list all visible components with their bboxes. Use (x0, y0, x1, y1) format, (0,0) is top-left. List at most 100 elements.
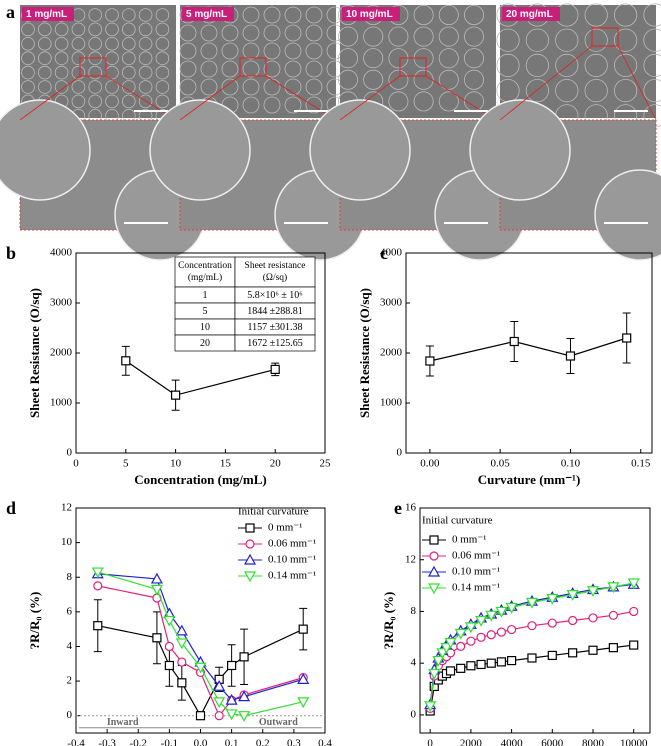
table-cell-text: 10 (200, 322, 210, 333)
sem-texture (388, 69, 409, 90)
sem-texture (337, 48, 358, 69)
annotation: Inward (107, 717, 139, 728)
zoom-box (239, 57, 267, 77)
marker (475, 615, 488, 627)
sem-texture (463, 4, 484, 26)
sem-texture (525, 53, 550, 78)
header-line: (mg/mL) (188, 272, 222, 283)
marker (466, 636, 476, 646)
marker (225, 709, 238, 721)
marker (629, 640, 639, 650)
marker (476, 659, 486, 670)
y-tick-label: 12 (405, 553, 416, 565)
marker (245, 523, 255, 533)
marker (213, 697, 226, 709)
sem-texture (71, 80, 86, 94)
marker (525, 597, 538, 609)
marker (586, 586, 600, 597)
marker (177, 657, 187, 667)
sem-texture (88, 22, 102, 37)
scale-bar (614, 110, 648, 112)
table-header: Sheet resistance (Ω/sq) (245, 261, 306, 283)
scale-bar (454, 110, 488, 112)
table-header: Concentration (mg/mL) (178, 261, 232, 283)
sem-texture (613, 3, 638, 27)
scale-bar (134, 110, 168, 112)
label-bg (182, 7, 234, 21)
sem-texture (263, 78, 281, 96)
zoom-line (339, 75, 401, 121)
sem-texture (54, 80, 69, 94)
sem-texture (438, 69, 459, 90)
sem-texture (438, 4, 459, 26)
marker (608, 643, 618, 653)
sem-texture (525, 28, 550, 52)
zoom-line (179, 75, 241, 121)
marker (476, 632, 486, 642)
marker (93, 581, 103, 591)
sem-texture (463, 26, 484, 47)
y-tick-label: 3000 (50, 297, 73, 309)
sem-texture (363, 26, 384, 47)
sem-texture (21, 22, 35, 37)
sem-texture (138, 65, 153, 80)
sem-texture (105, 80, 119, 94)
x-tick-label: -0.4 (67, 738, 85, 746)
plot-frame (405, 252, 653, 454)
sem-texture (305, 60, 323, 78)
sem-texture (613, 79, 638, 103)
sem-texture (584, 3, 608, 27)
legend-label: 0.06 mm⁻¹ (268, 538, 316, 550)
sem-texture (37, 22, 52, 37)
x-tick-label: 10 (170, 458, 182, 470)
y-axis-label: Sheet Resistance (O/sq) (357, 288, 372, 418)
marker (496, 657, 507, 667)
marker (547, 650, 557, 661)
scale-bar (294, 110, 328, 112)
sem-texture (263, 42, 281, 60)
scale-bar (284, 222, 328, 224)
legend-label: 0.14 mm⁻¹ (452, 582, 500, 594)
zoom-line (265, 75, 337, 121)
sem-texture (71, 36, 86, 51)
image-label: 10 mg/mL (346, 9, 393, 20)
sem-texture (122, 80, 136, 94)
sem-texture (496, 53, 520, 78)
sem-texture (155, 65, 170, 80)
sem-texture (594, 169, 661, 261)
y-tick-label: 4000 (50, 247, 73, 259)
sem-texture (200, 42, 218, 60)
marker (91, 567, 104, 579)
sem-texture (263, 96, 281, 114)
sem-texture (155, 36, 170, 51)
marker (568, 648, 578, 658)
sem-texture (284, 96, 302, 114)
legend-title: Initial curvature (238, 506, 309, 518)
y-tick-label: 1000 (50, 397, 73, 409)
marker (425, 356, 435, 366)
annotation: Outward (259, 717, 298, 728)
image-label: 5 mg/mL (186, 9, 227, 20)
y-tick-label: 2 (67, 675, 73, 687)
sem-texture (37, 36, 52, 51)
sem-texture (71, 22, 86, 37)
marker (213, 680, 226, 691)
marker (445, 666, 456, 676)
marker (177, 678, 187, 688)
marker (238, 690, 251, 702)
marker (163, 615, 176, 627)
sem-texture (105, 22, 119, 37)
sem-texture (138, 51, 153, 65)
marker (175, 624, 188, 636)
sem-texture (525, 79, 550, 103)
marker (429, 535, 439, 545)
sem-texture (155, 22, 170, 37)
marker (297, 673, 310, 684)
sem-texture (413, 26, 434, 47)
sem-texture (21, 36, 35, 51)
sem-texture (54, 51, 69, 65)
sem-texture (88, 94, 102, 109)
zoom-line (425, 75, 497, 121)
marker (527, 621, 537, 631)
sem-texture (221, 60, 239, 78)
